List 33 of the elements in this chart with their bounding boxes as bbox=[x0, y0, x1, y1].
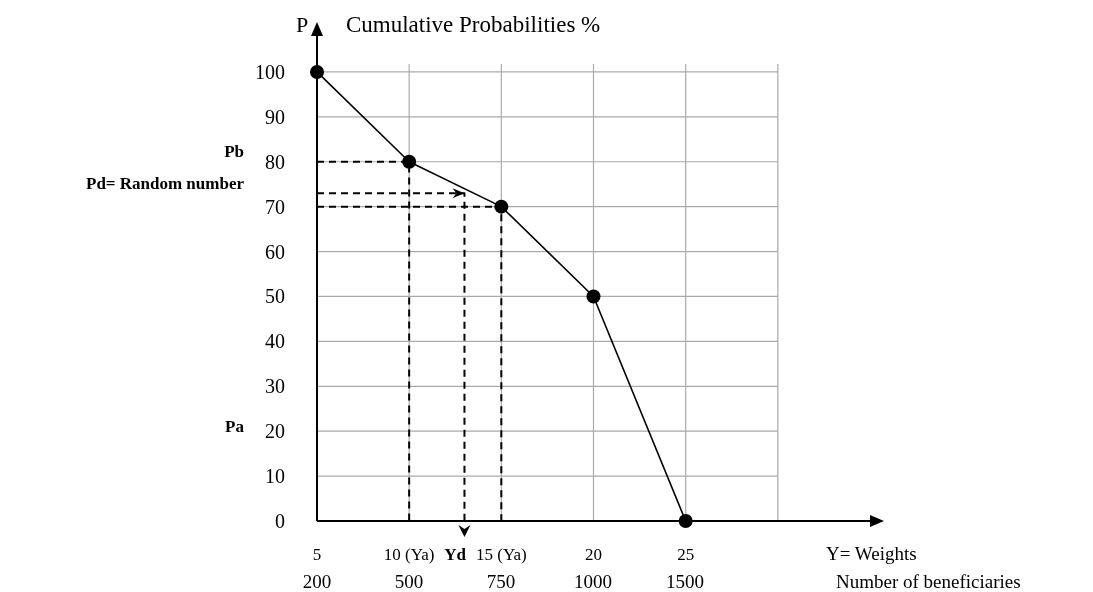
y-tick-label: 10 bbox=[265, 465, 285, 488]
x-axis-title: Y= Weights bbox=[826, 543, 917, 564]
x-tick-label: 15 (Ya) bbox=[475, 545, 527, 564]
point bbox=[310, 64, 324, 79]
y-tick-label: 60 bbox=[265, 240, 285, 263]
y-axis-title: P bbox=[296, 12, 309, 37]
x-tick-label: 10 (Ya) bbox=[383, 545, 435, 564]
y-tick-label: 90 bbox=[265, 105, 285, 128]
text: 500 bbox=[394, 571, 424, 592]
text: 1500 bbox=[666, 571, 704, 592]
y-tick-label: 50 bbox=[265, 285, 285, 308]
x-tick-label: 25 bbox=[677, 545, 695, 564]
x-tick-label: 20 bbox=[585, 545, 602, 564]
point bbox=[586, 289, 601, 304]
y-tick-label: 30 bbox=[265, 375, 285, 398]
y-tick-label: 20 bbox=[265, 420, 285, 443]
text: 750 bbox=[486, 571, 516, 592]
text: 1000 bbox=[574, 571, 612, 592]
text: Pb bbox=[224, 141, 244, 161]
point bbox=[494, 199, 509, 214]
text: 200 bbox=[302, 571, 332, 592]
text: Pd= Random number bbox=[86, 173, 245, 193]
y-tick-label: 0 bbox=[275, 510, 285, 532]
point bbox=[678, 514, 693, 528]
chart-title: Cumulative Probabilities % bbox=[346, 12, 601, 37]
y-tick-label: 70 bbox=[265, 195, 285, 218]
text: Pa bbox=[225, 416, 245, 436]
y-tick-label: 40 bbox=[265, 330, 285, 353]
y-tick-label: 100 bbox=[255, 60, 285, 83]
text: Yd bbox=[444, 545, 467, 564]
x2-axis-title: Number of beneficiaries bbox=[836, 571, 1021, 592]
x-tick-label: 5 bbox=[312, 545, 322, 564]
y-tick-label: 80 bbox=[265, 150, 285, 173]
